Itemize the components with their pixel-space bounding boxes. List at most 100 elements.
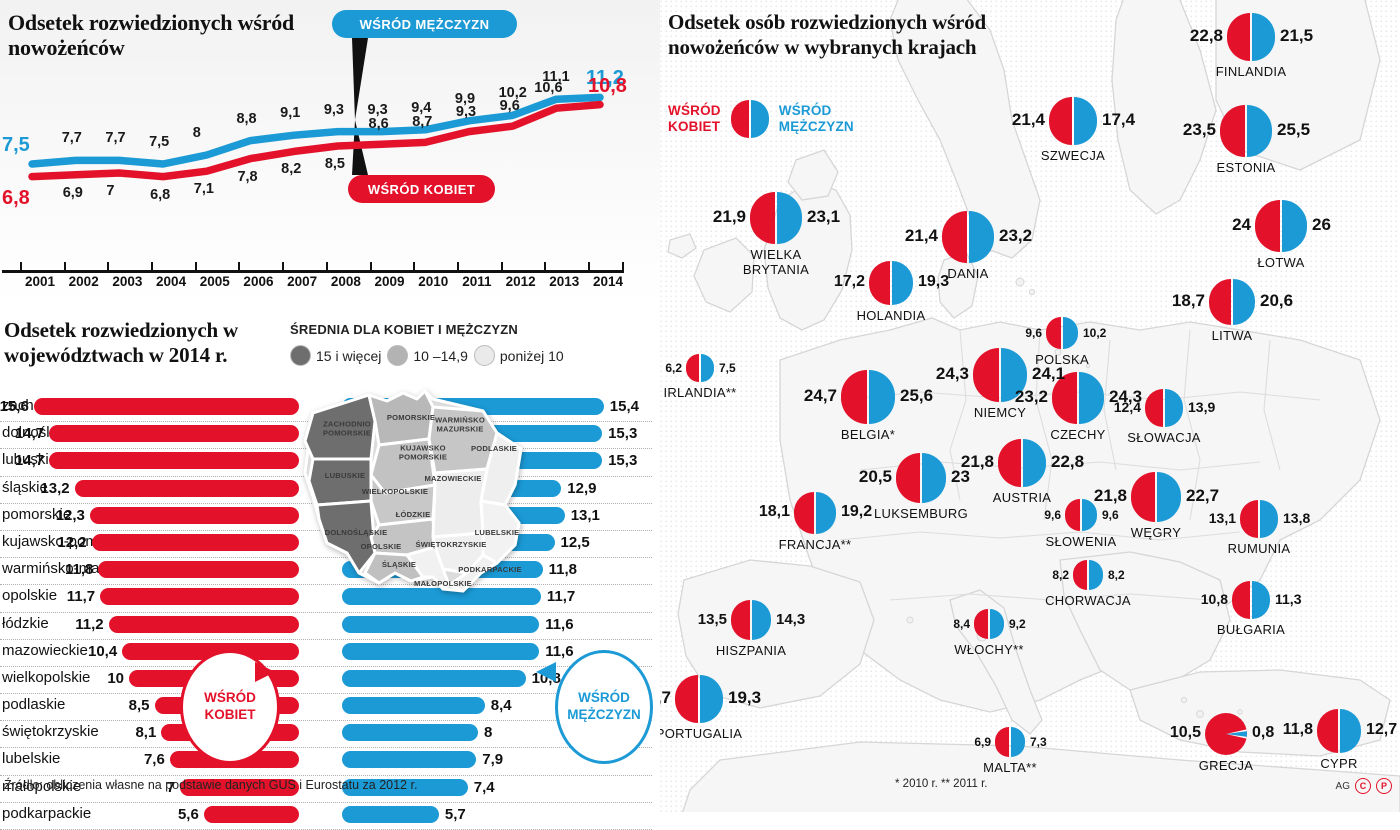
axis-year-2010: 2010 <box>418 274 449 289</box>
legend-label-0: 15 i więcej <box>316 347 382 364</box>
country-value-women: 10,8 <box>1200 591 1228 608</box>
country-name-label: WĘGRY <box>1130 525 1182 540</box>
pie-chart <box>974 609 1004 639</box>
bar-value-men: 11,6 <box>545 615 574 633</box>
pie-half-women <box>1065 499 1080 531</box>
country-value-women: 6,9 <box>974 734 991 749</box>
legend-swatch-2 <box>473 345 495 366</box>
country-name-label: ŁOTWA <box>1257 255 1305 270</box>
bar-row-label: małopolskie <box>2 777 82 795</box>
country-value-women: 8,4 <box>953 616 970 631</box>
pie-chart <box>1065 499 1097 531</box>
bar-women <box>89 506 299 524</box>
copyright-icon: C <box>1355 778 1371 794</box>
bar-women <box>33 398 299 415</box>
line-label-women-2014: 10,8 <box>588 74 627 97</box>
country-value-women: 11,8 <box>1282 721 1313 739</box>
country-name-label: SZWECJA <box>1040 148 1106 163</box>
country-marker-polska <box>1046 317 1078 349</box>
country-value-women: 21,9 <box>712 207 746 227</box>
country-value-women: 9,6 <box>1044 507 1061 522</box>
poland-region-label: OPOLSKIE <box>360 541 402 551</box>
country-name-label: BELGIA* <box>840 427 896 442</box>
map-title: Odsetek osób rozwiedzionych wśród nowoże… <box>668 10 986 60</box>
pie-chart <box>1145 389 1183 427</box>
bar-row-label: podkarpackie <box>2 804 92 822</box>
legend-swatch-1 <box>387 345 409 366</box>
source-note: Źródło: obliczenia własne na podstawie d… <box>4 778 418 792</box>
pie-chart <box>841 370 895 424</box>
pie-half-men <box>1082 499 1097 531</box>
pie-half-men <box>701 354 714 382</box>
row-divider <box>0 611 652 613</box>
country-value-men: 25,6 <box>900 386 934 406</box>
pie-half-men <box>777 192 802 244</box>
pie-chart <box>869 261 913 305</box>
poland-region-label: ZACHODNIO POMORSKIE <box>322 419 372 437</box>
country-name-label: CYPR <box>1320 756 1358 771</box>
line-label-men-2005: 8 <box>192 125 201 141</box>
map-legend-women-label: WŚRÓD KOBIET <box>668 102 721 134</box>
bar-value-women: 5,6 <box>177 805 199 823</box>
country-value-women: 21,4 <box>904 226 938 246</box>
country-name-label: SŁOWENIA <box>1045 534 1117 549</box>
country-value-men: 24,3 <box>1109 387 1143 407</box>
pie-half-women <box>1209 279 1231 325</box>
country-value-men: 9,6 <box>1102 507 1119 522</box>
axis-year-2011: 2011 <box>462 274 492 289</box>
pie-chart <box>686 354 714 382</box>
country-marker-chorwacja <box>1073 560 1103 590</box>
map-legend: WŚRÓD KOBIET WŚRÓD MĘŻCZYZN <box>668 96 928 142</box>
axis-year-2014: 2014 <box>592 274 624 289</box>
bar-value-men: 8,4 <box>490 697 512 715</box>
legend-title: ŚREDNIA DLA KOBIET I MĘŻCZYZN <box>290 322 518 337</box>
axis-tick-2002 <box>63 262 66 272</box>
country-marker-finlandia <box>1227 13 1275 61</box>
pie-chart <box>1232 581 1270 619</box>
line-label-men-2010: 9,4 <box>411 99 432 116</box>
country-value-women: 12,4 <box>1113 399 1141 416</box>
axis-year-2006: 2006 <box>243 274 274 289</box>
country-value-women: 21,8 <box>1093 486 1127 506</box>
country-marker-włochy <box>974 609 1004 639</box>
axis-year-2005: 2005 <box>199 274 230 289</box>
line-label-women-2006: 7,8 <box>237 168 258 185</box>
country-value-men: 26 <box>1312 215 1331 235</box>
bar-value-women: 13,2 <box>40 479 70 497</box>
row-divider <box>0 801 652 803</box>
pie-chart <box>1227 13 1275 61</box>
poland-region-label: LUBUSKIE <box>324 470 366 480</box>
line-label-women-2012: 9,6 <box>499 98 520 115</box>
legend-item-1: 10 –14,9 <box>387 345 468 366</box>
bar-value-women: 10 <box>107 669 124 687</box>
pie-chart <box>1052 372 1104 424</box>
country-marker-słowacja <box>1145 389 1183 427</box>
poland-region-label: WIELKOPOLSKIE <box>361 486 429 496</box>
pie-chart <box>1131 472 1181 522</box>
bar-value-men: 15,4 <box>609 398 639 415</box>
pie-half-men <box>1089 560 1103 590</box>
country-marker-litwa <box>1209 279 1255 325</box>
pie-half-men <box>892 261 913 305</box>
country-value-women: 24,7 <box>803 386 837 406</box>
country-value-women: 24 <box>1232 215 1251 235</box>
line-chart-svg <box>28 38 604 181</box>
country-marker-luksemburg <box>896 453 946 503</box>
bar-row-label: śląskie <box>2 478 48 496</box>
bar-men <box>342 697 485 715</box>
country-name-label: BUŁGARIA <box>1216 622 1286 637</box>
country-value-men: 7,5 <box>719 360 736 375</box>
map-legend-pie-icon <box>730 100 769 138</box>
country-name-label: WŁOCHY** <box>954 642 1024 657</box>
country-value-men: 11,3 <box>1275 591 1302 608</box>
legend-label-2: poniżej 10 <box>499 347 564 364</box>
country-value-men: 20,6 <box>1260 291 1294 311</box>
country-name-label: AUSTRIA <box>992 490 1052 505</box>
pie-half-men <box>1340 709 1361 753</box>
axis-year-2009: 2009 <box>374 274 405 289</box>
pie-half-women <box>974 609 988 639</box>
country-name-label: MALTA** <box>983 760 1037 775</box>
country-name-label: DANIA <box>947 266 989 281</box>
axis-tick-end <box>622 262 624 272</box>
poland-region-label: PODKARPACKIE <box>458 564 522 574</box>
